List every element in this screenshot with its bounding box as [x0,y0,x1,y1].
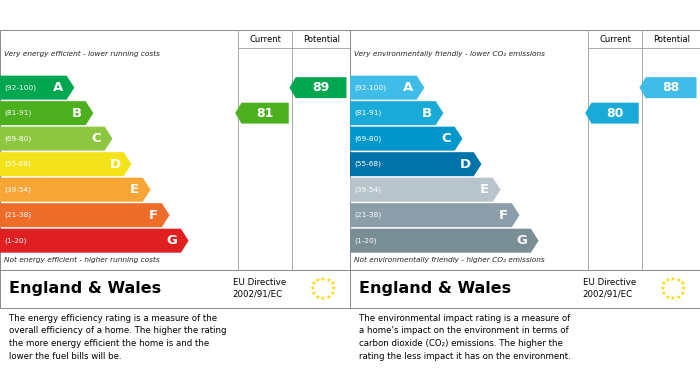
Text: B: B [422,107,432,120]
Text: C: C [91,132,101,145]
Text: (21-38): (21-38) [4,212,32,219]
Text: F: F [148,209,158,222]
Text: ★: ★ [676,278,681,283]
Polygon shape [350,127,463,151]
Text: ★: ★ [320,296,326,301]
Text: ★: ★ [309,286,315,291]
Polygon shape [350,203,519,227]
Text: England & Wales: England & Wales [358,281,511,296]
Text: Potential: Potential [652,34,690,43]
Text: ★: ★ [661,291,666,296]
Text: ★: ★ [311,282,316,286]
Text: Energy Efficiency Rating: Energy Efficiency Rating [8,9,172,22]
Text: Current: Current [249,34,281,43]
Text: 89: 89 [312,81,330,94]
Polygon shape [0,178,150,202]
Text: ★: ★ [665,295,671,300]
Polygon shape [350,229,538,253]
Text: (81-91): (81-91) [4,110,32,117]
Text: ★: ★ [679,291,685,296]
Text: C: C [441,132,451,145]
Text: 88: 88 [662,81,680,94]
Text: ★: ★ [326,295,331,300]
Text: ★: ★ [659,286,665,291]
Text: G: G [517,234,528,247]
Text: (55-68): (55-68) [4,161,32,167]
Text: (1-20): (1-20) [354,237,377,244]
Text: (1-20): (1-20) [4,237,27,244]
Text: ★: ★ [661,282,666,286]
Text: Not environmentally friendly - higher CO₂ emissions: Not environmentally friendly - higher CO… [354,256,545,263]
Text: (69-80): (69-80) [4,135,32,142]
Text: ★: ★ [320,276,326,282]
Text: ★: ★ [665,278,671,283]
Text: ★: ★ [329,291,335,296]
Text: Very energy efficient - lower running costs: Very energy efficient - lower running co… [4,50,160,57]
Text: The energy efficiency rating is a measure of the
overall efficiency of a home. T: The energy efficiency rating is a measur… [8,314,226,361]
Text: (21-38): (21-38) [354,212,382,219]
Polygon shape [235,103,288,124]
Polygon shape [350,101,443,125]
Text: ★: ★ [680,286,686,291]
Text: B: B [72,107,82,120]
Text: Environmental Impact (CO₂) Rating: Environmental Impact (CO₂) Rating [358,9,591,22]
Text: E: E [130,183,139,196]
Text: E: E [480,183,489,196]
Text: ★: ★ [679,282,685,286]
Polygon shape [0,127,113,151]
Text: (39-54): (39-54) [354,187,382,193]
Polygon shape [0,203,169,227]
Text: ★: ★ [670,276,676,282]
Text: EU Directive
2002/91/EC: EU Directive 2002/91/EC [582,278,636,298]
Polygon shape [290,77,346,98]
Polygon shape [585,103,638,124]
Text: 81: 81 [256,107,274,120]
Polygon shape [0,75,74,100]
Text: A: A [402,81,413,94]
Text: ★: ★ [329,282,335,286]
Text: ★: ★ [315,295,321,300]
Text: ★: ★ [330,286,336,291]
Text: (92-100): (92-100) [4,84,36,91]
Text: ★: ★ [670,296,676,301]
Text: (92-100): (92-100) [354,84,386,91]
Text: 80: 80 [606,107,624,120]
Text: A: A [52,81,63,94]
Text: D: D [109,158,120,170]
Text: The environmental impact rating is a measure of
a home's impact on the environme: The environmental impact rating is a mea… [358,314,570,361]
Text: D: D [459,158,470,170]
Polygon shape [640,77,696,98]
Text: ★: ★ [311,291,316,296]
Polygon shape [350,178,500,202]
Polygon shape [0,101,93,125]
Text: (69-80): (69-80) [354,135,382,142]
Text: Potential: Potential [302,34,340,43]
Polygon shape [0,229,188,253]
Text: England & Wales: England & Wales [8,281,161,296]
Text: Current: Current [599,34,631,43]
Polygon shape [350,152,482,176]
Text: EU Directive
2002/91/EC: EU Directive 2002/91/EC [232,278,286,298]
Text: (55-68): (55-68) [354,161,382,167]
Text: ★: ★ [326,278,331,283]
Text: (39-54): (39-54) [4,187,32,193]
Polygon shape [350,75,424,100]
Text: Very environmentally friendly - lower CO₂ emissions: Very environmentally friendly - lower CO… [354,50,545,57]
Text: ★: ★ [315,278,321,283]
Text: F: F [498,209,508,222]
Polygon shape [0,152,132,176]
Text: Not energy efficient - higher running costs: Not energy efficient - higher running co… [4,256,160,263]
Text: ★: ★ [676,295,681,300]
Text: G: G [167,234,178,247]
Text: (81-91): (81-91) [354,110,382,117]
